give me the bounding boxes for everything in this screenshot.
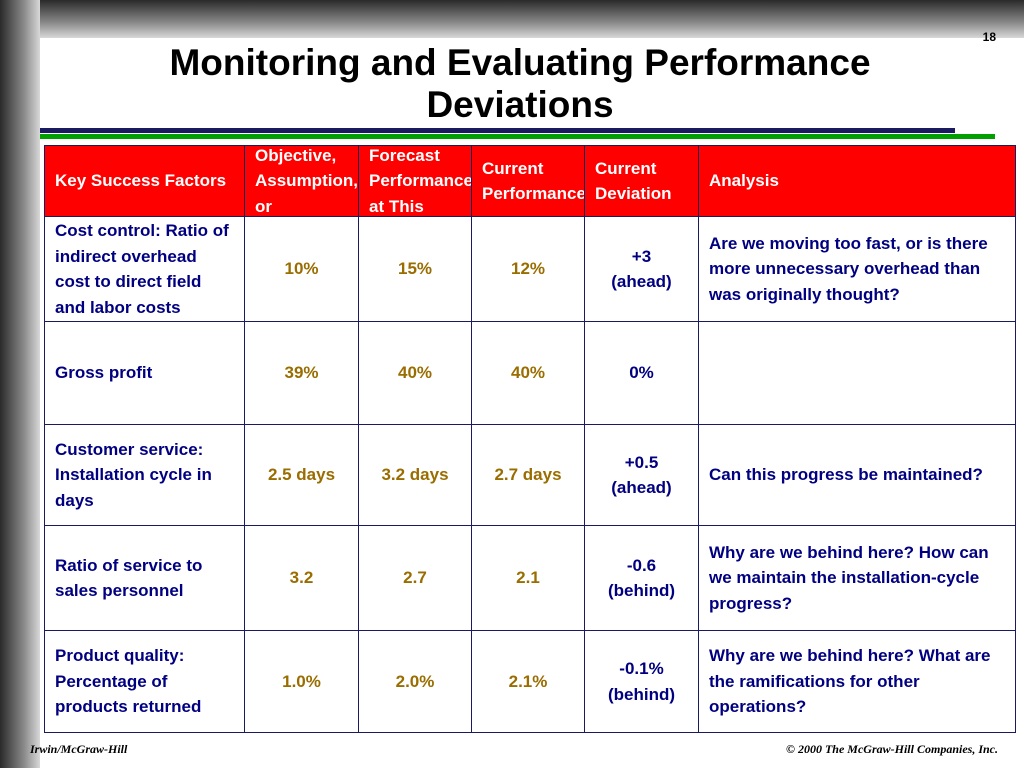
table-cell: 10%	[244, 216, 359, 322]
frame	[0, 0, 1024, 38]
header-text: Analysis	[709, 171, 779, 191]
cell-text: 2.1	[516, 568, 540, 588]
table-cell: Ratio of service to sales personnel	[44, 525, 245, 631]
table-cell: +3 (ahead)	[584, 216, 699, 322]
header-row: Key Success Factors Objective, Assumption…	[44, 145, 1016, 217]
table-cell: Can this progress be maintained?	[698, 424, 1016, 526]
cell-text: -0.6 (behind)	[585, 526, 698, 630]
cell-line: (behind)	[607, 684, 676, 704]
cell-line: 0%	[629, 363, 654, 383]
header-text: Key Success Factors	[55, 171, 227, 191]
table-cell: Gross profit	[44, 321, 245, 425]
cell-text: 39%	[284, 363, 319, 383]
frame	[0, 0, 40, 768]
cell-text: 2.7	[403, 568, 427, 588]
cell-text: Cost control: Ratio of indirect overhead…	[55, 221, 229, 317]
cell-text: Why are we behind here? How can we maint…	[709, 542, 989, 613]
cell-text: 40%	[397, 363, 433, 383]
table-cell: 40%	[358, 321, 472, 425]
cell-line: +0.5	[624, 452, 659, 472]
table-cell: 2.1	[471, 525, 585, 631]
footer-right: © 2000 The McGraw-Hill Companies, Inc.	[786, 742, 998, 756]
header-cell: Current Deviation	[584, 145, 699, 217]
table-cell: 39%	[244, 321, 359, 425]
header-text: Forecast Performance at This	[369, 146, 471, 216]
table-cell: 2.0%	[358, 630, 472, 733]
cell-text: Why are we behind here? What are the ram…	[709, 646, 991, 717]
table-row: Cost control: Ratio of indirect overhead…	[44, 216, 1016, 322]
cell-text: 3.2	[289, 568, 314, 588]
table-cell: Cost control: Ratio of indirect overhead…	[44, 216, 245, 322]
table-cell	[698, 321, 1016, 425]
table-cell: 1.0%	[244, 630, 359, 733]
table-row: Product quality: Percentage of products …	[44, 630, 1016, 733]
table-cell: 0%	[584, 321, 699, 425]
table-cell: 15%	[358, 216, 472, 322]
cell-text: Can this progress be maintained?	[709, 465, 983, 485]
cell-text: 2.1%	[508, 671, 548, 691]
cell-line: -0.1%	[619, 659, 664, 678]
cell-text: -0.1% (behind)	[585, 631, 698, 732]
table-cell: -0.6 (behind)	[584, 525, 699, 631]
header-cell: Current Performance	[471, 145, 585, 217]
cell-text	[699, 322, 1015, 424]
cell-text: 3.2 days	[381, 465, 449, 485]
header-cell: Analysis	[698, 145, 1016, 217]
cell-text: 2.7 days	[494, 465, 562, 485]
table-cell: 40%	[471, 321, 585, 425]
title: Monitoring and Evaluating Performance De…	[169, 42, 871, 125]
cell-text: 15%	[397, 259, 433, 279]
table-row: Gross profit 39% 40% 40% 0%	[44, 321, 1016, 425]
table-cell: 2.7	[358, 525, 472, 631]
table-cell: 2.1%	[471, 630, 585, 733]
header-cell: Objective, Assumption, or	[244, 145, 359, 217]
table-cell: Why are we behind here? How can we maint…	[698, 525, 1016, 631]
cell-line: (ahead)	[611, 272, 672, 291]
table-cell: Product quality: Percentage of products …	[44, 630, 245, 733]
cell-text: +0.5 (ahead)	[585, 425, 698, 525]
table-cell: -0.1% (behind)	[584, 630, 699, 733]
cell-text: +3 (ahead)	[585, 217, 698, 321]
cell-text: 40%	[510, 363, 546, 383]
cell-text: Gross profit	[55, 363, 153, 383]
table-cell: Customer service: Installation cycle in …	[44, 424, 245, 526]
cell-text: Are we moving too fast, or is there more…	[709, 233, 988, 304]
header-text: Current Performance	[482, 158, 584, 204]
rule	[40, 134, 995, 139]
cell-text: 2.5 days	[267, 465, 336, 485]
table: Key Success Factors Objective, Assumption…	[44, 145, 1016, 733]
table-cell: +0.5 (ahead)	[584, 424, 699, 526]
header-text: Objective, Assumption, or	[255, 146, 358, 216]
table-cell: Why are we behind here? What are the ram…	[698, 630, 1016, 733]
rule	[40, 128, 955, 133]
header-cell: Key Success Factors	[44, 145, 245, 217]
table-row: Ratio of service to sales personnel 3.2 2.…	[44, 525, 1016, 631]
table-cell: 12%	[471, 216, 585, 322]
page-number: 18	[982, 30, 996, 44]
table-row: Customer service: Installation cycle in …	[44, 424, 1016, 526]
cell-line: (behind)	[607, 581, 676, 600]
header-cell: Forecast Performance at This	[358, 145, 472, 217]
cell-line: (ahead)	[611, 478, 672, 497]
table-cell: 2.7 days	[471, 424, 585, 526]
table-cell: 3.2 days	[358, 424, 472, 526]
cell-text: 12%	[510, 259, 546, 279]
cell-text: Product quality: Percentage of products …	[55, 646, 202, 717]
table-cell: Are we moving too fast, or is there more…	[698, 216, 1016, 322]
cell-text: 0%	[585, 322, 698, 424]
cell-line: -0.6	[626, 555, 657, 575]
cell-text: Ratio of service to sales personnel	[55, 555, 203, 601]
table-cell: 3.2	[244, 525, 359, 631]
cell-text: 1.0%	[282, 671, 321, 691]
table-cell: 2.5 days	[244, 424, 359, 526]
cell-text: 2.0%	[395, 671, 435, 691]
cell-line: +3	[631, 246, 652, 266]
cell-text: 10%	[284, 259, 319, 279]
header-text: Current Deviation	[595, 158, 672, 204]
footer-left: Irwin/McGraw-Hill	[30, 742, 128, 756]
cell-text: Customer service: Installation cycle in …	[55, 439, 212, 510]
